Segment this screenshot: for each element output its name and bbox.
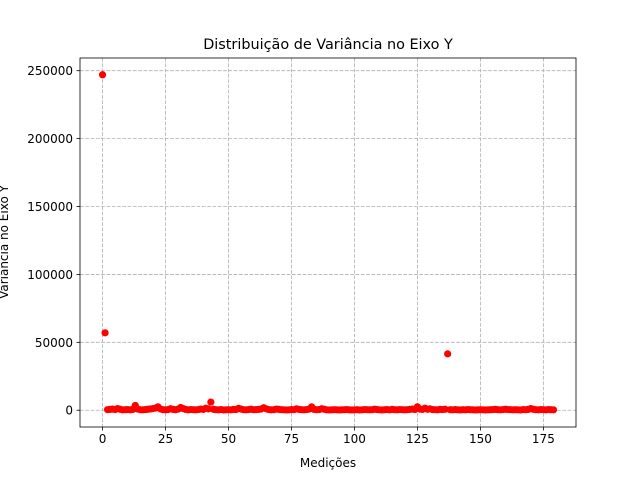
- y-tick-label: 150000: [27, 200, 73, 214]
- x-tick-label: 75: [284, 432, 299, 446]
- y-tick-label: 250000: [27, 64, 73, 78]
- y-tick-label: 200000: [27, 132, 73, 146]
- chart-title: Distribuição de Variância no Eixo Y: [203, 37, 453, 53]
- x-axis-label: Medições: [300, 456, 356, 470]
- y-tick-label: 0: [65, 404, 73, 418]
- x-tick-label: 0: [99, 432, 107, 446]
- x-tick-label: 50: [221, 432, 236, 446]
- x-tick-label: 100: [343, 432, 366, 446]
- y-tick-label: 50000: [35, 336, 73, 350]
- plot-frame: [79, 57, 577, 428]
- point: [101, 329, 109, 337]
- point: [98, 71, 107, 79]
- x-tick-label: 150: [469, 432, 492, 446]
- x-tick-label: 175: [532, 432, 555, 446]
- point: [207, 398, 215, 406]
- point: [549, 406, 558, 414]
- point: [444, 350, 452, 358]
- y-tick-label: 100000: [27, 268, 73, 282]
- x-tick-label: 125: [406, 432, 429, 446]
- x-tick-label: 25: [158, 432, 173, 446]
- y-axis-label: Variância no Eixo Y: [0, 184, 11, 299]
